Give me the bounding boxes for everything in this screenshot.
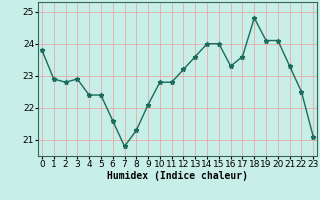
X-axis label: Humidex (Indice chaleur): Humidex (Indice chaleur)	[107, 171, 248, 181]
